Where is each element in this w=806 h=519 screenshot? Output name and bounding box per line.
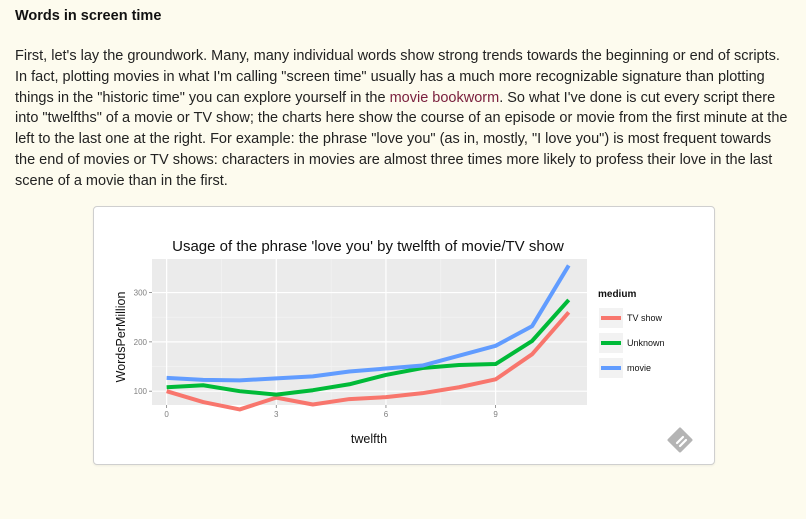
legend-title: medium [598, 289, 636, 300]
chart-title: Usage of the phrase 'love you' by twelft… [172, 238, 564, 255]
chart-card: Usage of the phrase 'love you' by twelft… [93, 206, 715, 465]
x-tick-label: 0 [164, 410, 169, 419]
y-tick-label: 100 [134, 387, 148, 396]
y-tick-label: 300 [134, 289, 148, 298]
paragraph-text: First, let's lay the groundwork. Many, m… [15, 48, 780, 106]
series-line-unknown [166, 298, 571, 397]
series-lines [166, 264, 571, 412]
section-heading: Words in screen time [15, 8, 162, 24]
paragraph-text-continued: . So what I've done is cut every script … [15, 89, 788, 189]
x-tick-label: 6 [384, 410, 389, 419]
legend-label: movie [627, 363, 651, 373]
x-axis-title: twelfth [351, 432, 387, 446]
series-line-tv-show [166, 310, 571, 412]
y-tick-label: 200 [134, 338, 148, 347]
article-paragraph: First, let's lay the groundwork. Many, m… [15, 46, 790, 192]
x-tick-label: 9 [493, 410, 498, 419]
x-axis: 0 3 6 9 [164, 405, 498, 419]
legend-label: Unknown [627, 338, 665, 348]
y-axis: 100 200 300 [134, 289, 152, 396]
legend: medium TV show Unknown movie [598, 289, 665, 378]
feedly-icon[interactable] [667, 427, 693, 453]
y-axis-title: WordsPerMillion [114, 292, 128, 383]
series-line-movie [166, 264, 571, 383]
movie-bookworm-link[interactable]: movie bookworm [389, 89, 500, 106]
line-chart: Usage of the phrase 'love you' by twelft… [114, 238, 693, 453]
legend-label: TV show [627, 313, 663, 323]
x-tick-label: 3 [274, 410, 279, 419]
